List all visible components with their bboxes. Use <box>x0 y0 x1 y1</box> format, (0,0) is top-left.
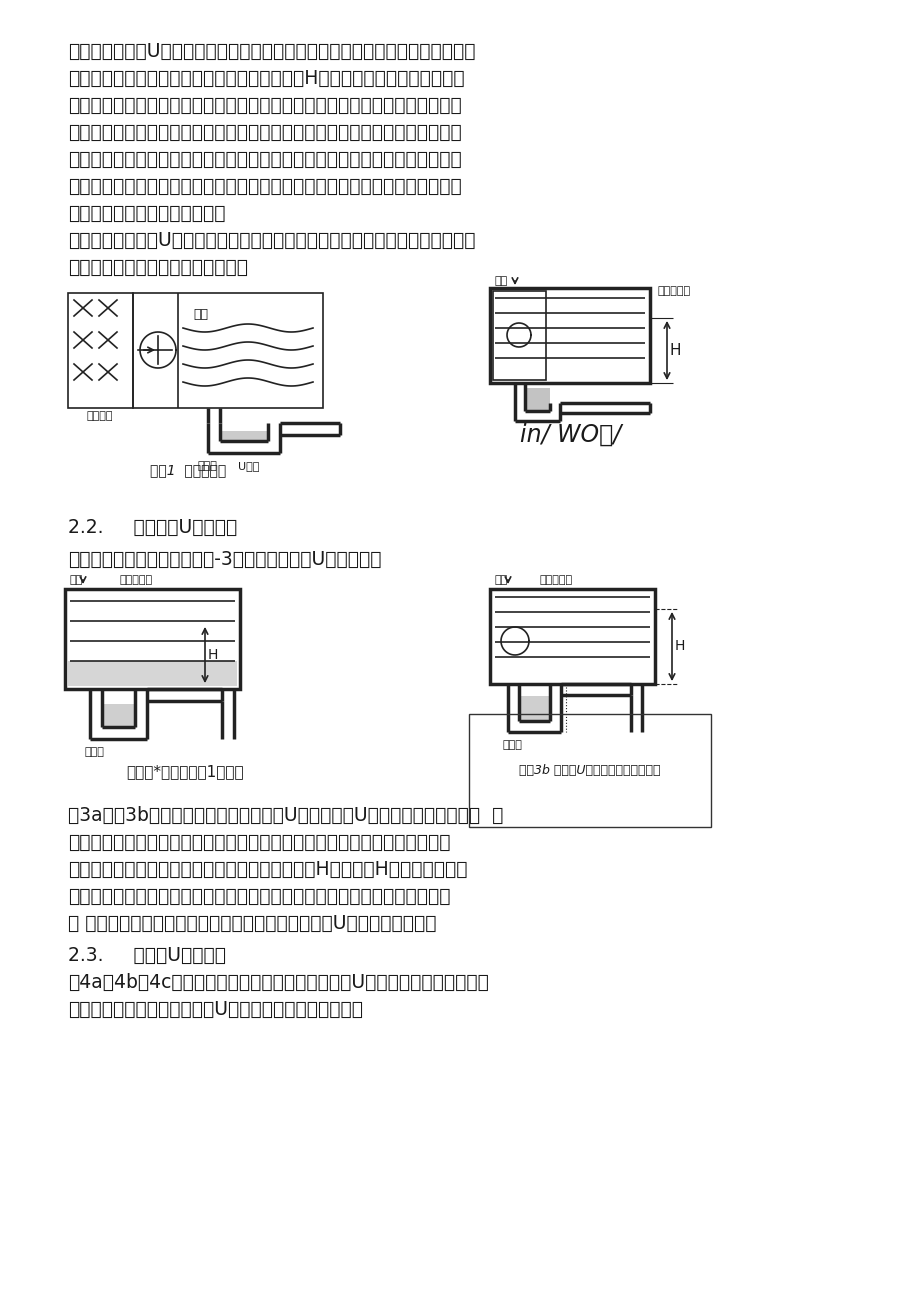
Text: 图3a和图3b中，示出了常见的不正确的U形弯设置，U形弯进出水口两端高度  相: 图3a和图3b中，示出了常见的不正确的U形弯设置，U形弯进出水口两端高度 相 <box>68 806 503 825</box>
Bar <box>102 704 135 727</box>
Text: 2.3.     正确的U形弯配置: 2.3. 正确的U形弯配置 <box>68 947 226 965</box>
Text: 冷凝水量有时达到惊人的程度。: 冷凝水量有时达到惊人的程度。 <box>68 204 225 223</box>
Text: 增高，同样会形成和机组内负压值相同的液位高度H，在形成H高水位过程中，: 增高，同样会形成和机组内负压值相同的液位高度H，在形成H高水位过程中， <box>68 861 467 879</box>
Bar <box>68 293 133 408</box>
Bar <box>133 293 323 408</box>
Bar <box>518 697 550 721</box>
Text: U形弯: U形弯 <box>238 461 259 471</box>
Text: 负压: 负压 <box>193 309 208 322</box>
Text: 空调机组保持负压，此时会有水滴从空调箱中滴出。但到机组停止运行时，则机: 空调机组保持负压，此时会有水滴从空调箱中滴出。但到机组停止运行时，则机 <box>68 122 461 142</box>
Text: 在工程实际中还常会看到如图-3所示的不正确的U形弯设置。: 在工程实际中还常会看到如图-3所示的不正确的U形弯设置。 <box>68 549 381 569</box>
Bar <box>490 589 654 684</box>
Text: 2.2.     不正确的U形弯配置: 2.2. 不正确的U形弯配置 <box>68 518 237 536</box>
Text: 集水盘: 集水盘 <box>503 740 522 750</box>
Text: 图－3b 不正确U形弯设置（风机运行）: 图－3b 不正确U形弯设置（风机运行） <box>518 764 660 777</box>
Text: 负压: 负压 <box>494 276 507 286</box>
Text: 水会从集水盘中溢出至空调机组内，当风机停止运行以后，贮存于空调箱内的: 水会从集水盘中溢出至空调机组内，当风机停止运行以后，贮存于空调箱内的 <box>68 887 450 906</box>
Text: 周缝隙处泄出，泄出的水量依空调机组的大小，及机组内的负压值大小而定，该: 周缝隙处泄出，泄出的水量依空调机组的大小，及机组内的负压值大小而定，该 <box>68 177 461 197</box>
Text: 超过了集水盘的高度时。冷凝水便从集水盘溢出至空调箱。在机组运行时，由于: 超过了集水盘的高度时。冷凝水便从集水盘溢出至空调箱。在机组运行时，由于 <box>68 96 461 115</box>
Text: H: H <box>675 639 685 654</box>
Text: 空调箱箱体: 空调箱箱体 <box>539 575 573 585</box>
Bar <box>220 431 267 441</box>
Text: 负压: 负压 <box>70 575 83 585</box>
Text: H: H <box>669 342 681 358</box>
Text: 冷 凝水就会倾刻从空调箱四周缝隙排出，造成和不设U形弯相同的后果。: 冷 凝水就会倾刻从空调箱四周缝隙排出，造成和不设U形弯相同的后果。 <box>68 914 436 934</box>
Text: 集水盘: 集水盘 <box>85 747 105 756</box>
Bar <box>68 661 237 686</box>
Text: H: H <box>208 648 218 661</box>
Bar <box>490 288 650 383</box>
Text: 组内负压消失，贮存于机组内的冷凝水在重力的作用下，会瞬间从空调箱箱体四: 组内负压消失，贮存于机组内的冷凝水在重力的作用下，会瞬间从空调箱箱体四 <box>68 150 461 169</box>
Text: 冷凝水排水管不设U形弯，在机组启动时，室外空气还会通过排水管反抽入机组，: 冷凝水排水管不设U形弯，在机组启动时，室外空气还会通过排水管反抽入机组， <box>68 230 475 250</box>
Text: 水排水管上不设U形弯时，则由于空调机组内负压的存在，冷凝水不能正常排出，: 水排水管上不设U形弯时，则由于空调机组内负压的存在，冷凝水不能正常排出， <box>68 42 475 61</box>
Text: 图4a、4b、4c，示出了在抽吸式空调机组中正确的U形弯设置，图中示出了在: 图4a、4b、4c，示出了在抽吸式空调机组中正确的U形弯设置，图中示出了在 <box>68 973 488 992</box>
Bar <box>493 292 545 380</box>
Text: 通过集水盘液面还会产生鼓泡现象。: 通过集水盘液面还会产生鼓泡现象。 <box>68 258 248 277</box>
Text: 集水盘: 集水盘 <box>198 461 218 471</box>
Text: 空调箱箱体: 空调箱箱体 <box>119 575 153 585</box>
Text: 室外空气: 室外空气 <box>86 411 113 421</box>
Bar <box>525 388 550 411</box>
Text: 卜弘私*尿詭上（射1菼丘）: 卜弘私*尿詭上（射1菼丘） <box>126 764 244 779</box>
Text: 同，当风机投入运行以后，空调机组内处于负压，集水盘中的冷凝水位会逐渐: 同，当风机投入运行以后，空调机组内处于负压，集水盘中的冷凝水位会逐渐 <box>68 833 450 852</box>
Text: 图－1  抽吸式机组: 图－1 抽吸式机组 <box>150 464 226 477</box>
Text: 负压: 负压 <box>494 575 507 585</box>
Text: in/ WO淞/: in/ WO淞/ <box>519 423 620 447</box>
Text: 风机停止、启动和运行过程中U形弯中水柱高度的演变情况: 风机停止、启动和运行过程中U形弯中水柱高度的演变情况 <box>68 1000 363 1019</box>
Bar <box>65 589 240 689</box>
Text: 随着冷凝水的增多，集水盘中液面会一直增至高H，等于机组该处的负压值，当: 随着冷凝水的增多，集水盘中液面会一直增至高H，等于机组该处的负压值，当 <box>68 69 464 89</box>
Text: 空调箱箱体: 空调箱箱体 <box>657 286 690 296</box>
